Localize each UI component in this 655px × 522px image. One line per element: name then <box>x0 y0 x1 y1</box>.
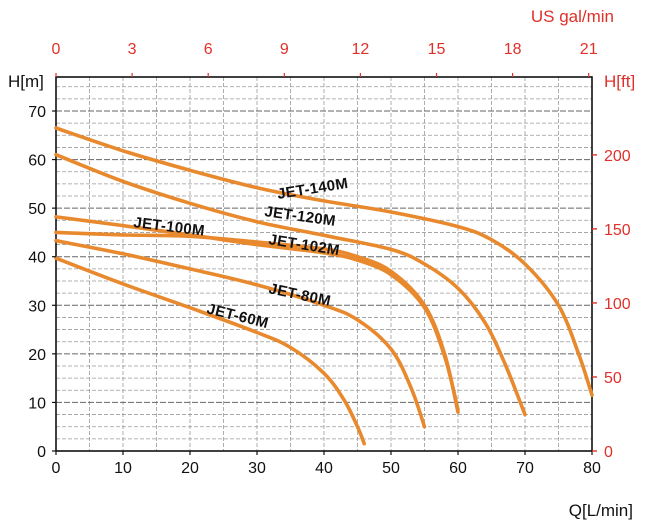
bottom-tick-label: 30 <box>248 460 266 477</box>
series-line-jet-80m <box>54 238 427 429</box>
series-layer <box>54 126 594 446</box>
right-axis-ticks: 0 50 100 150 200 <box>592 148 631 461</box>
top-axis-ticks: 0 3 6 9 12 15 18 21 <box>52 41 598 77</box>
grid <box>56 77 592 451</box>
bottom-tick-label: 80 <box>583 460 601 477</box>
right-tick-label: 100 <box>604 296 631 313</box>
top-tick-label: 0 <box>52 41 61 58</box>
series-line-jet-60m <box>54 256 366 446</box>
left-axis-ticks: 0 10 20 30 40 50 60 70 <box>28 104 56 461</box>
left-axis-title: H[m] <box>8 72 44 91</box>
right-tick-label: 50 <box>604 370 622 387</box>
bottom-tick-label: 60 <box>449 460 467 477</box>
series-line-jet-102m <box>54 215 460 412</box>
top-tick-label: 21 <box>580 41 598 58</box>
top-tick-label: 6 <box>204 41 213 58</box>
left-tick-label: 30 <box>28 298 46 315</box>
bottom-tick-label: 20 <box>181 460 199 477</box>
top-axis-title: US gal/min <box>531 7 614 26</box>
top-tick-label: 9 <box>280 41 289 58</box>
bottom-tick-label: 0 <box>52 460 61 477</box>
top-tick-label: 18 <box>504 41 522 58</box>
right-tick-label: 0 <box>604 444 613 461</box>
series-line-jet-120m <box>54 152 527 417</box>
top-tick-label: 12 <box>352 41 370 58</box>
bottom-axis-ticks: 0 10 20 30 40 50 60 70 80 <box>52 451 601 477</box>
left-tick-label: 0 <box>37 444 46 461</box>
left-tick-label: 50 <box>28 201 46 218</box>
bottom-tick-label: 50 <box>382 460 400 477</box>
left-tick-label: 60 <box>28 153 46 170</box>
top-tick-label: 15 <box>428 41 446 58</box>
bottom-tick-label: 10 <box>114 460 132 477</box>
bottom-tick-label: 70 <box>516 460 534 477</box>
left-tick-label: 10 <box>28 395 46 412</box>
left-tick-label: 20 <box>28 347 46 364</box>
left-tick-label: 70 <box>28 104 46 121</box>
bottom-axis-title: Q[L/min] <box>569 501 633 520</box>
left-tick-label: 40 <box>28 250 46 267</box>
top-tick-label: 3 <box>128 41 137 58</box>
series-line-jet-140m <box>54 126 594 397</box>
right-axis-title: H[ft] <box>604 72 635 91</box>
right-tick-label: 200 <box>604 148 631 165</box>
bottom-tick-label: 40 <box>315 460 333 477</box>
right-tick-label: 150 <box>604 222 631 239</box>
